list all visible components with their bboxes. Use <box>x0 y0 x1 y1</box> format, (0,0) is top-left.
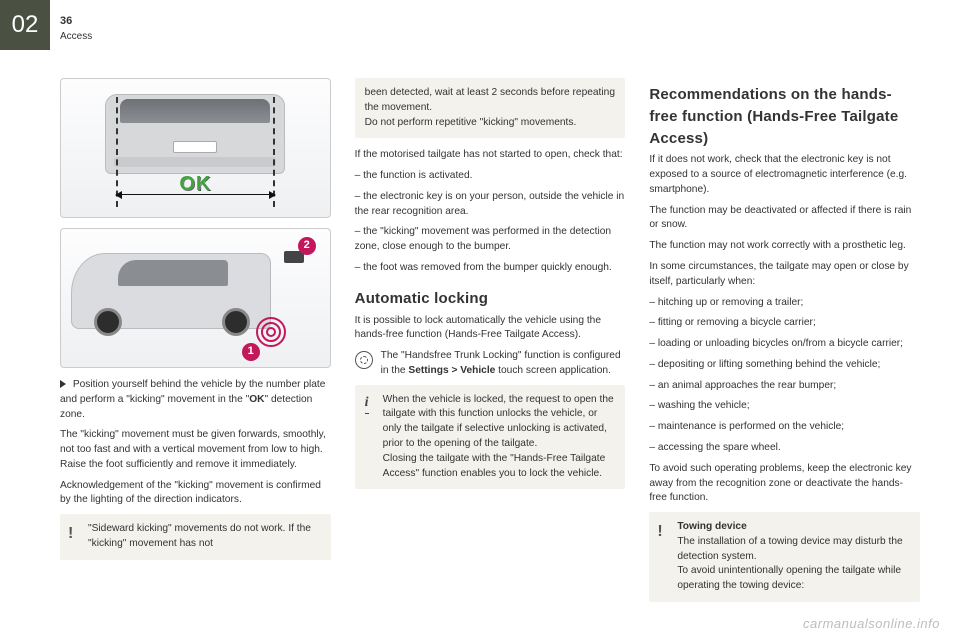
warning-continued: been detected, wait at least 2 seconds b… <box>355 78 626 138</box>
watermark: carmanualsonline.info <box>803 615 940 634</box>
check-item-2: – the electronic key is on your person, … <box>355 190 626 220</box>
settings-hint: The "Handsfree Trunk Locking" function i… <box>355 349 626 379</box>
rec-li1: – hitching up or removing a trailer; <box>649 296 920 311</box>
car-rear-window <box>120 99 270 123</box>
wheel-rear <box>222 308 250 336</box>
rec-p2: The function may be deactivated or affec… <box>649 204 920 234</box>
page-subtitle: Access <box>60 30 92 45</box>
rec-p4: In some circumstances, the tailgate may … <box>649 260 920 290</box>
instruction-position: Position yourself behind the vehicle by … <box>60 378 331 422</box>
ok-label: OK <box>179 170 211 199</box>
column-3: Recommendations on the hands-free functi… <box>649 78 920 612</box>
settings-path: Settings > Vehicle <box>408 365 495 376</box>
warning-sideward: "Sideward kicking" movements do not work… <box>60 514 331 560</box>
check-item-4: – the foot was removed from the bumper q… <box>355 261 626 276</box>
column-2: been detected, wait at least 2 seconds b… <box>355 78 626 612</box>
illustration-side-kick: 1 2 <box>60 228 331 368</box>
check-intro: If the motorised tailgate has not starte… <box>355 148 626 163</box>
car-side-glass <box>118 260 228 286</box>
settings-text: The "Handsfree Trunk Locking" function i… <box>381 349 626 379</box>
warning-cont-text: been detected, wait at least 2 seconds b… <box>365 87 615 128</box>
rec-p5: To avoid such operating problems, keep t… <box>649 462 920 506</box>
rec-li4: – depositing or lifting something behind… <box>649 358 920 373</box>
callout-badge-1: 1 <box>242 343 260 361</box>
ok-bold: OK <box>249 394 264 405</box>
rec-li5: – an animal approaches the rear bumper; <box>649 379 920 394</box>
warning-towing: Towing device The installation of a towi… <box>649 512 920 602</box>
chapter-badge: 02 <box>0 0 50 50</box>
sensor-waves-icon <box>256 317 286 347</box>
warning-text: "Sideward kicking" movements do not work… <box>88 523 311 549</box>
wheel-front <box>94 308 122 336</box>
warning-towing-title: Towing device <box>677 521 746 532</box>
rec-li6: – washing the vehicle; <box>649 399 920 414</box>
rec-li3: – loading or unloading bicycles on/from … <box>649 337 920 352</box>
auto-lock-desc: It is possible to lock automatically the… <box>355 314 626 344</box>
warning-towing-body: The installation of a towing device may … <box>677 536 902 591</box>
gear-icon <box>355 351 373 369</box>
heading-automatic-locking: Automatic locking <box>355 288 626 310</box>
instruction-movement: The "kicking" movement must be given for… <box>60 428 331 472</box>
check-item-1: – the function is activated. <box>355 169 626 184</box>
callout-badge-2: 2 <box>298 237 316 255</box>
rec-li8: – accessing the spare wheel. <box>649 441 920 456</box>
page-number: 36 <box>60 14 92 30</box>
heading-recommendations: Recommendations on the hands-free functi… <box>649 84 920 149</box>
info-locked-vehicle: When the vehicle is locked, the request … <box>355 385 626 490</box>
column-1: OK 1 2 Position yourself behind the vehi… <box>60 78 331 612</box>
rec-p3: The function may not work correctly with… <box>649 239 920 254</box>
check-item-3: – the "kicking" movement was performed i… <box>355 225 626 255</box>
rec-li2: – fitting or removing a bicycle carrier; <box>649 316 920 331</box>
rec-li7: – maintenance is performed on the vehicl… <box>649 420 920 435</box>
instruction-ack: Acknowledgement of the "kicking" movemen… <box>60 479 331 509</box>
car-rear-shape <box>105 94 285 174</box>
bullet-triangle-icon <box>60 380 66 388</box>
rec-p1: If it does not work, check that the elec… <box>649 153 920 197</box>
text: touch screen application. <box>495 365 611 376</box>
page-meta: 36 Access <box>60 14 92 44</box>
car-side-shape <box>71 253 271 329</box>
illustration-rear-ok: OK <box>60 78 331 218</box>
car-plate <box>173 141 217 153</box>
info-text: When the vehicle is locked, the request … <box>383 394 614 479</box>
car-bumper <box>114 157 276 167</box>
page-body: OK 1 2 Position yourself behind the vehi… <box>60 78 920 610</box>
